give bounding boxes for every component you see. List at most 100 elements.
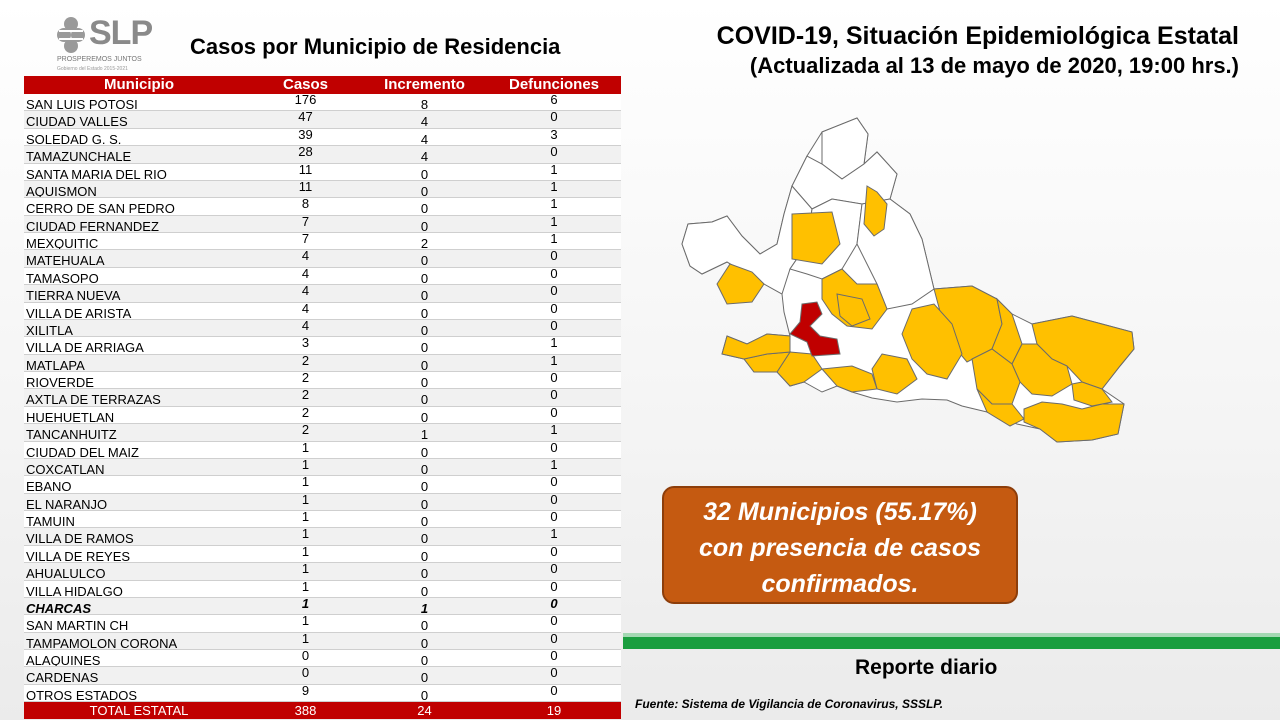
cell-municipio: TAMPAMOLON CORONA (26, 635, 178, 649)
cell-incremento: 0 (420, 322, 429, 337)
table-row: MATEHUALA 4 0 0 (24, 250, 621, 268)
slp-logo: SLP PROSPEREMOS JUNTOS Gobierno del Esta… (55, 14, 165, 78)
cell-municipio: CIUDAD FERNANDEZ (26, 218, 159, 232)
map-muni-charcas (716, 263, 765, 305)
callout-line2: con presencia de casos (698, 534, 982, 562)
cell-casos: 4 (301, 250, 310, 264)
cell-incremento: 1 (420, 427, 429, 441)
table-row: AQUISMON 11 0 1 (24, 180, 621, 199)
cell-defunciones: 0 (550, 146, 558, 160)
cell-incremento: 0 (420, 618, 429, 632)
table-row: CIUDAD FERNANDEZ 7 0 1 (24, 215, 621, 233)
page-title-line1: COVID-19, Situación Epidemiológica Estat… (716, 22, 1239, 50)
cell-municipio: HUEHUETLAN (26, 409, 115, 424)
cell-defunciones: 0 (550, 511, 558, 524)
cell-defunciones: 0 (550, 372, 558, 385)
cell-defunciones: 1 (550, 215, 558, 229)
cell-casos: 2 (301, 406, 310, 420)
cell-municipio: TAMASOPO (26, 270, 99, 285)
cell-casos: 3 (301, 337, 310, 351)
green-divider (623, 633, 1280, 649)
cell-municipio: VILLA DE ARRIAGA (26, 340, 144, 354)
cell-defunciones: 0 (550, 476, 558, 490)
map-muni-rioverde (901, 303, 963, 380)
map-muni-huasteca-south (1023, 401, 1125, 443)
cell-municipio: SAN LUIS POTOSI (26, 97, 138, 111)
map-muni-slp-north (836, 293, 871, 327)
cell-defunciones: 0 (550, 319, 558, 333)
cell-defunciones: 0 (550, 667, 558, 681)
cell-municipio: MATEHUALA (26, 253, 105, 267)
table-row: SAN MARTIN CH 1 0 0 (24, 615, 621, 633)
cell-casos: 1 (301, 597, 310, 611)
table-row: CIUDAD VALLES 47 4 0 (24, 111, 621, 129)
page-title-line2: (Actualizada al 13 de mayo de 2020, 19:0… (749, 53, 1239, 78)
cell-defunciones: 1 (550, 337, 558, 351)
table-row: AHUALULCO 1 0 0 (24, 563, 621, 581)
table-body: SAN LUIS POTOSI 176 8 6 CIUDAD VALLES 47 4 0 SOL… (24, 94, 621, 703)
cell-municipio: VILLA DE REYES (26, 548, 131, 563)
cell-incremento: 0 (420, 357, 429, 371)
map-muni-santa-maria (820, 365, 878, 393)
map-muni-slp-capital (789, 301, 841, 357)
cell-casos: 2 (301, 389, 310, 403)
cell-municipio: MATLAPA (26, 357, 85, 371)
cell-casos: 1 (301, 528, 310, 542)
cell-municipio: TAMAZUNCHALE (26, 149, 132, 163)
cell-defunciones: 0 (550, 267, 558, 281)
table-row: TAMAZUNCHALE 28 4 0 (24, 146, 621, 164)
cell-municipio: TIERRA NUEVA (26, 288, 121, 302)
cell-municipio: XILITLA (26, 322, 73, 337)
cell-casos: 4 (301, 267, 310, 281)
cell-incremento: 0 (420, 305, 429, 319)
cell-casos: 9 (301, 684, 310, 698)
cell-incremento: 0 (420, 392, 429, 406)
cell-casos: 1 (301, 632, 310, 646)
cell-defunciones: 1 (550, 163, 558, 177)
cell-incremento: 0 (420, 253, 429, 267)
cell-defunciones: 0 (550, 285, 558, 299)
table-row: SAN LUIS POTOSI 176 8 6 (24, 94, 621, 112)
cell-municipio: SAN MARTIN CH (26, 618, 129, 632)
table-row: ALAQUINES 0 0 0 (24, 650, 621, 668)
cell-municipio: CERRO DE SAN PEDRO (26, 201, 175, 215)
cell-incremento: 4 (420, 131, 429, 146)
table-row: VILLA DE ARRIAGA 3 0 1 (24, 337, 621, 355)
cell-defunciones: 0 (550, 545, 558, 559)
cell-casos: 1 (301, 511, 310, 524)
cell-municipio: OTROS ESTADOS (26, 687, 137, 702)
total-defunciones: 19 (546, 703, 562, 719)
table-header: Municipio Casos Incremento Defunciones (24, 76, 621, 94)
cell-casos: 176 (294, 94, 317, 107)
table-row: COXCATLAN 1 0 1 (24, 458, 621, 477)
cell-incremento: 0 (420, 583, 429, 597)
cell-defunciones: 0 (550, 406, 558, 420)
cell-municipio: SOLEDAD G. S. (26, 131, 122, 146)
cell-defunciones: 1 (550, 528, 558, 542)
cell-defunciones: 0 (550, 684, 558, 698)
table-row: AXTLA DE TERRAZAS 2 0 0 (24, 389, 621, 407)
page-title: COVID-19, Situación Epidemiológica Estat… (717, 22, 1239, 79)
cell-casos: 4 (301, 285, 310, 299)
cell-casos: 0 (301, 650, 310, 663)
cell-casos: 1 (301, 563, 310, 577)
cell-defunciones: 0 (550, 650, 558, 663)
cell-defunciones: 0 (550, 250, 558, 264)
cell-casos: 1 (301, 441, 310, 455)
map-muni-villa-arista (791, 211, 841, 265)
table-row: SOLEDAD G. S. 39 4 3 (24, 128, 621, 147)
table-row: HUEHUETLAN 2 0 0 (24, 406, 621, 425)
cell-casos: 1 (301, 493, 310, 507)
cell-defunciones: 1 (550, 233, 558, 246)
cell-defunciones: 1 (550, 198, 558, 212)
table-row: EL NARANJO 1 0 0 (24, 493, 621, 511)
cell-casos: 0 (301, 667, 310, 681)
cell-casos: 7 (301, 215, 310, 229)
cell-incremento: 0 (420, 166, 429, 180)
cell-municipio: CIUDAD VALLES (26, 114, 128, 128)
table-row: CIUDAD DEL MAIZ 1 0 0 (24, 441, 621, 459)
table-row: TAMUIN 1 0 0 (24, 511, 621, 529)
report-label: Reporte diario (855, 656, 998, 679)
cell-defunciones: 0 (550, 632, 558, 646)
cell-municipio: VILLA HIDALGO (26, 583, 123, 597)
